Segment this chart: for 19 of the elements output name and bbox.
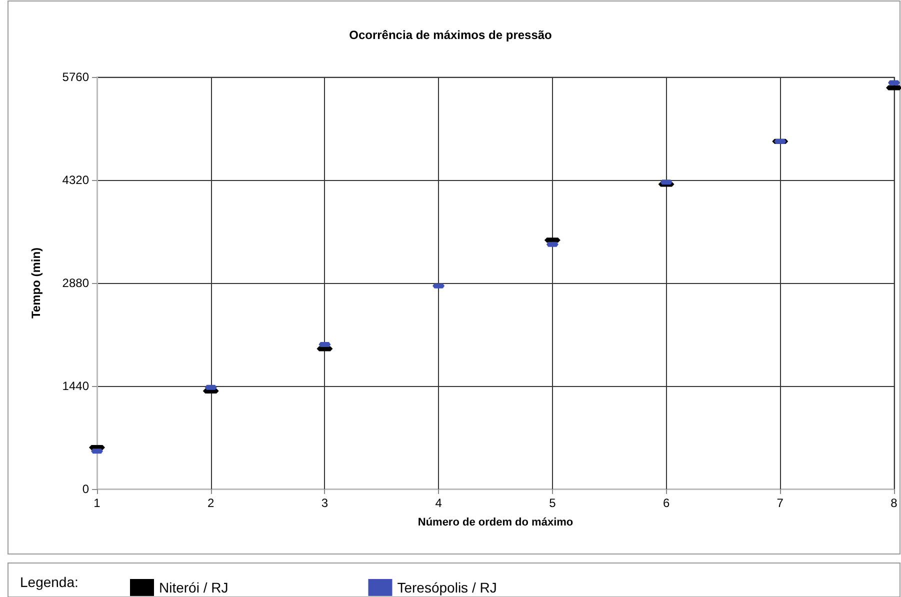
x-tick-label: 4 xyxy=(435,496,442,510)
y-axis-title: Tempo (min) xyxy=(29,247,43,319)
x-tick-label: 2 xyxy=(208,496,215,510)
x-tick-label: 1 xyxy=(94,496,101,510)
legend-label: Niterói / RJ xyxy=(159,580,228,596)
x-axis-title: Número de ordem do máximo xyxy=(418,516,574,528)
legend-title: Legenda: xyxy=(20,574,78,590)
x-tick-label: 5 xyxy=(549,496,556,510)
x-tick-label: 6 xyxy=(662,496,670,510)
y-tick-label: 2880 xyxy=(62,276,90,290)
x-tick-label: 7 xyxy=(776,496,784,510)
y-tick-label: 1440 xyxy=(62,379,90,393)
y-tick-label: 0 xyxy=(82,482,90,496)
y-tick-label: 5760 xyxy=(62,70,90,84)
legend-label: Teresópolis / RJ xyxy=(397,580,497,596)
y-tick-label: 4320 xyxy=(62,173,90,187)
chart-title: Ocorrência de máximos de pressão xyxy=(349,28,552,42)
x-tick-label: 8 xyxy=(890,496,898,510)
x-tick-label: 3 xyxy=(321,496,328,510)
